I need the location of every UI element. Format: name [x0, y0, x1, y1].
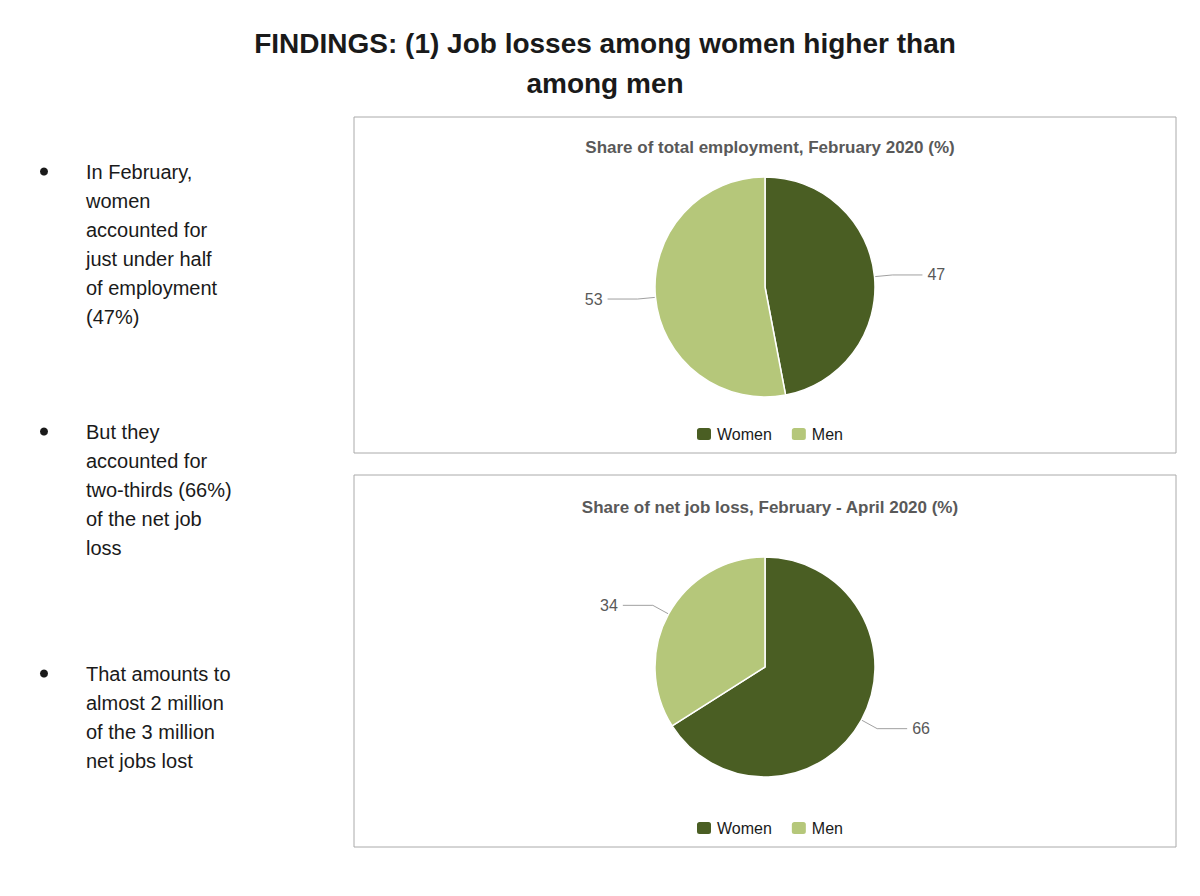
svg-text:In February,: In February, — [86, 161, 192, 183]
svg-text:of employment: of employment — [86, 277, 218, 299]
svg-text:Share of total employment, Feb: Share of total employment, February 2020… — [585, 138, 954, 157]
svg-text:53: 53 — [585, 291, 603, 308]
svg-text:Men: Men — [812, 820, 843, 837]
svg-text:just under half: just under half — [85, 248, 212, 270]
svg-text:Women: Women — [717, 426, 772, 443]
svg-text:accounted for: accounted for — [86, 450, 208, 472]
svg-text:66: 66 — [912, 720, 930, 737]
svg-text:accounted for: accounted for — [86, 219, 208, 241]
svg-text:34: 34 — [600, 597, 618, 614]
svg-text:(47%): (47%) — [86, 306, 139, 328]
svg-text:Men: Men — [812, 426, 843, 443]
svg-text:Share of net job loss, Februar: Share of net job loss, February - April … — [582, 498, 958, 517]
svg-text:But they: But they — [86, 421, 159, 443]
svg-text:net jobs lost: net jobs lost — [86, 750, 193, 772]
svg-text:two-thirds (66%): two-thirds (66%) — [86, 479, 232, 501]
svg-text:47: 47 — [927, 266, 945, 283]
svg-text:of the net job: of the net job — [86, 508, 202, 530]
svg-text:among men: among men — [526, 68, 683, 99]
svg-text:almost 2 million: almost 2 million — [86, 692, 224, 714]
svg-text:loss: loss — [86, 537, 122, 559]
svg-text:Women: Women — [717, 820, 772, 837]
svg-text:That amounts to: That amounts to — [86, 663, 231, 685]
svg-text:of the 3 million: of the 3 million — [86, 721, 215, 743]
svg-text:women: women — [85, 190, 150, 212]
svg-text:FINDINGS: (1) Job losses among: FINDINGS: (1) Job losses among women hig… — [254, 28, 956, 59]
